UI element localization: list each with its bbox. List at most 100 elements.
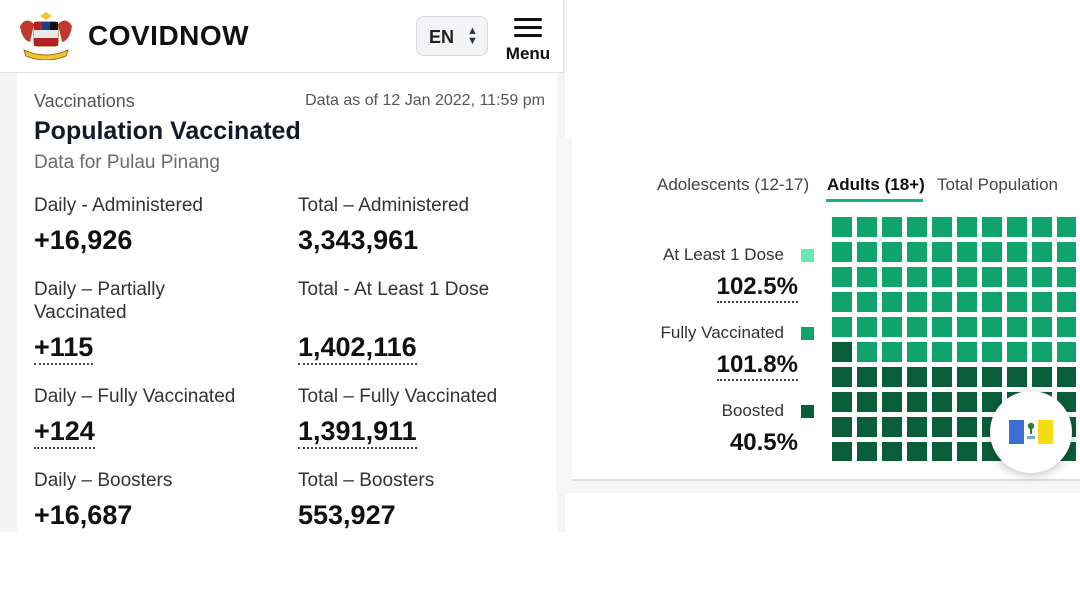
- waffle-cell: [882, 417, 902, 437]
- waffle-cell: [832, 392, 852, 412]
- state-selector-button[interactable]: [990, 391, 1072, 473]
- coat-of-arms-logo[interactable]: [16, 12, 76, 61]
- waffle-cell: [982, 242, 1002, 262]
- total-at-least-1-dose-label: Total - At Least 1 Dose: [298, 279, 490, 300]
- daily-fully-vaccinated-value[interactable]: +124: [34, 416, 95, 449]
- waffle-cell: [957, 317, 977, 337]
- waffle-cell: [1007, 242, 1027, 262]
- tab-total-population[interactable]: Total Population: [937, 175, 1058, 194]
- menu-label: Menu: [505, 44, 551, 63]
- waffle-cell: [907, 367, 927, 387]
- waffle-cell: [957, 267, 977, 287]
- waffle-cell: [882, 342, 902, 362]
- waffle-cell: [932, 367, 952, 387]
- total-fully-vaccinated-label: Total – Fully Vaccinated: [298, 386, 498, 407]
- daily-administered-label: Daily - Administered: [34, 195, 203, 216]
- total-fully-vaccinated-value[interactable]: 1,391,911: [298, 416, 417, 449]
- waffle-cell: [1032, 267, 1052, 287]
- menu-button[interactable]: Menu: [502, 14, 554, 64]
- waffle-cell: [932, 242, 952, 262]
- waffle-cell: [907, 342, 927, 362]
- waffle-cell: [882, 267, 902, 287]
- waffle-cell: [982, 317, 1002, 337]
- waffle-cell: [832, 292, 852, 312]
- legend-value-at-least-1-dose-wrap[interactable]: 102.5%: [716, 273, 798, 303]
- waffle-cell: [957, 417, 977, 437]
- waffle-cell: [957, 442, 977, 462]
- legend-value-at-least-1-dose[interactable]: 102.5%: [716, 273, 798, 303]
- waffle-cell: [982, 267, 1002, 287]
- waffle-cell: [932, 342, 952, 362]
- waffle-cell: [857, 392, 877, 412]
- waffle-cell: [1057, 292, 1077, 312]
- waffle-cell: [907, 417, 927, 437]
- daily-fully-vaccinated-value-wrap[interactable]: +124: [34, 415, 95, 449]
- waffle-cell: [882, 242, 902, 262]
- data-as-of: Data as of 12 Jan 2022, 11:59 pm: [305, 92, 545, 109]
- waffle-cell: [957, 242, 977, 262]
- waffle-cell: [1032, 242, 1052, 262]
- waffle-cell: [907, 217, 927, 237]
- sort-caret-icon: ▲ ▼: [467, 25, 478, 47]
- total-boosters-value: 553,927: [298, 500, 396, 530]
- tab-adolescents[interactable]: Adolescents (12-17): [657, 175, 810, 194]
- brand-name[interactable]: COVIDNOW: [88, 20, 250, 51]
- waffle-cell: [957, 367, 977, 387]
- top-bar: COVIDNOW EN ▲ ▼ Menu: [0, 0, 564, 73]
- waffle-cell: [1032, 217, 1052, 237]
- waffle-cell: [907, 292, 927, 312]
- total-at-least-1-dose-value-wrap[interactable]: 1,402,116: [298, 331, 417, 365]
- waffle-cell: [1032, 342, 1052, 362]
- waffle-cell: [957, 292, 977, 312]
- total-administered-label: Total – Administered: [298, 195, 470, 216]
- waffle-cell: [1032, 367, 1052, 387]
- legend-value-boosted: 40.5%: [729, 429, 798, 456]
- waffle-cell: [907, 242, 927, 262]
- waffle-cell: [1007, 267, 1027, 287]
- waffle-cell: [1032, 317, 1052, 337]
- legend-swatch-fully-vaccinated: [801, 327, 814, 340]
- waffle-cell: [832, 317, 852, 337]
- legend-label-fully-vaccinated: Fully Vaccinated: [660, 323, 784, 342]
- legend-value-fully-vaccinated[interactable]: 101.8%: [716, 351, 798, 381]
- waffle-cell: [907, 442, 927, 462]
- waffle-cell: [932, 267, 952, 287]
- waffle-cell: [882, 367, 902, 387]
- waffle-cell: [932, 442, 952, 462]
- waffle-cell: [982, 342, 1002, 362]
- waffle-cell: [882, 217, 902, 237]
- legend-label-at-least-1-dose: At Least 1 Dose: [663, 245, 784, 264]
- waffle-cell: [857, 217, 877, 237]
- waffle-cell: [1032, 292, 1052, 312]
- daily-partially-vaccinated-label: Daily – Partially Vaccinated: [34, 279, 165, 323]
- waffle-cell: [857, 442, 877, 462]
- waffle-cell: [857, 417, 877, 437]
- waffle-cell: [1057, 367, 1077, 387]
- waffle-cell: [932, 392, 952, 412]
- waffle-cell: [982, 292, 1002, 312]
- language-value: EN: [429, 27, 455, 47]
- waffle-cell: [857, 317, 877, 337]
- waffle-cell: [957, 217, 977, 237]
- waffle-cell: [1007, 217, 1027, 237]
- waffle-cell: [1057, 317, 1077, 337]
- waffle-cell: [932, 217, 952, 237]
- tab-adults[interactable]: Adults (18+): [827, 175, 925, 194]
- waffle-cell: [882, 442, 902, 462]
- total-fully-vaccinated-value-wrap[interactable]: 1,391,911: [298, 415, 417, 449]
- total-administered-value: 3,343,961: [298, 225, 419, 255]
- daily-partially-vaccinated-value-wrap[interactable]: +115: [34, 331, 94, 365]
- waffle-cell: [907, 317, 927, 337]
- daily-partially-vaccinated-value[interactable]: +115: [34, 332, 94, 365]
- language-select[interactable]: EN ▲ ▼: [416, 16, 488, 56]
- waffle-cell: [1007, 367, 1027, 387]
- waffle-cell: [1057, 267, 1077, 287]
- left-panel: COVIDNOW EN ▲ ▼ Menu Vaccinations Data as…: [0, 0, 565, 532]
- legend-value-fully-vaccinated-wrap[interactable]: 101.8%: [716, 351, 798, 381]
- legend-swatch-boosted: [801, 405, 814, 418]
- legend-swatch-at-least-1-dose: [801, 249, 814, 262]
- waffle-cell: [832, 417, 852, 437]
- waffle-cell: [1007, 292, 1027, 312]
- daily-administered-value: +16,926: [34, 225, 133, 255]
- total-at-least-1-dose-value[interactable]: 1,402,116: [298, 332, 417, 365]
